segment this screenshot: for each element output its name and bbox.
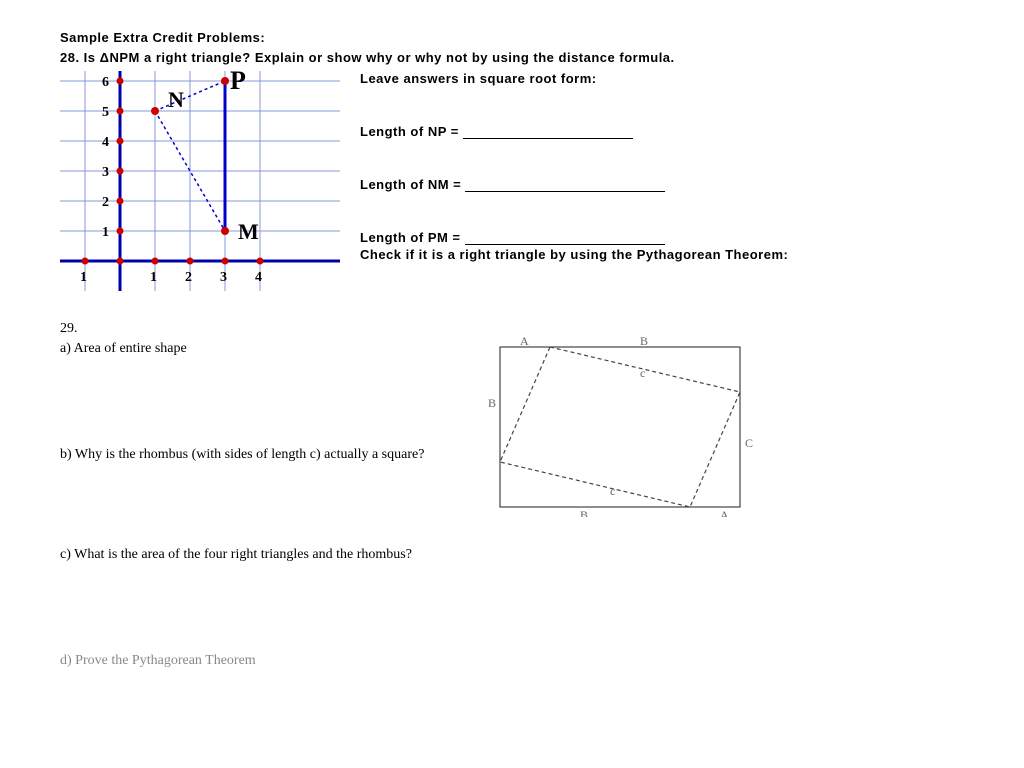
svg-text:C: C [745, 436, 753, 450]
svg-text:B: B [488, 396, 496, 410]
svg-text:B: B [580, 508, 588, 517]
svg-text:A: A [720, 508, 729, 517]
q29-num: 29. [60, 321, 964, 337]
svg-text:1: 1 [150, 270, 157, 285]
graph-svg: N P M 1 1 2 3 4 1 2 3 4 5 6 [60, 71, 340, 291]
blank-pm[interactable] [465, 232, 665, 245]
q29-svg: A B B C B A c c [480, 337, 760, 517]
q29-d: d) Prove the Pythagorean Theorem [60, 653, 964, 669]
length-np-label: Length of NP = [360, 124, 463, 139]
q28-prompt: 28. Is ΔNPM a right triangle? Explain or… [60, 48, 964, 68]
label-M: M [238, 219, 259, 244]
label-N: N [168, 87, 184, 112]
blank-nm[interactable] [465, 179, 665, 192]
svg-text:3: 3 [220, 270, 227, 285]
svg-text:2: 2 [102, 195, 109, 210]
q29-c: c) What is the area of the four right tr… [60, 547, 964, 563]
length-pm-row: Length of PM = [360, 230, 788, 245]
length-nm-label: Length of NM = [360, 177, 465, 192]
q29-a: a) Area of entire shape [60, 341, 460, 357]
q29: 29. a) Area of entire shape b) Why is th… [60, 321, 964, 669]
length-nm-row: Length of NM = [360, 177, 788, 192]
svg-text:A: A [520, 337, 529, 348]
svg-text:4: 4 [102, 135, 109, 150]
length-np-row: Length of NP = [360, 124, 788, 139]
q28-body: N P M 1 1 2 3 4 1 2 3 4 5 6 [60, 71, 964, 291]
q28-answers: Leave answers in square root form: Lengt… [340, 71, 788, 291]
coordinate-graph: N P M 1 1 2 3 4 1 2 3 4 5 6 [60, 71, 340, 291]
svg-text:5: 5 [102, 105, 109, 120]
svg-text:B: B [640, 337, 648, 348]
svg-text:c: c [610, 484, 615, 498]
svg-text:4: 4 [255, 270, 262, 285]
length-pm-label: Length of PM = [360, 230, 465, 245]
q29-diagram: A B B C B A c c [480, 337, 760, 517]
svg-text:2: 2 [185, 270, 192, 285]
label-P: P [230, 71, 246, 95]
q29-b: b) Why is the rhombus (with sides of len… [60, 447, 460, 463]
svg-text:6: 6 [102, 75, 109, 90]
q28-intro: Leave answers in square root form: [360, 71, 788, 86]
page-title: Sample Extra Credit Problems: [60, 28, 964, 48]
svg-text:1: 1 [102, 225, 109, 240]
blank-np[interactable] [463, 126, 633, 139]
svg-text:3: 3 [102, 165, 109, 180]
svg-text:c: c [640, 366, 645, 380]
q28-check: Check if it is a right triangle by using… [360, 247, 788, 262]
svg-text:1: 1 [80, 270, 87, 285]
